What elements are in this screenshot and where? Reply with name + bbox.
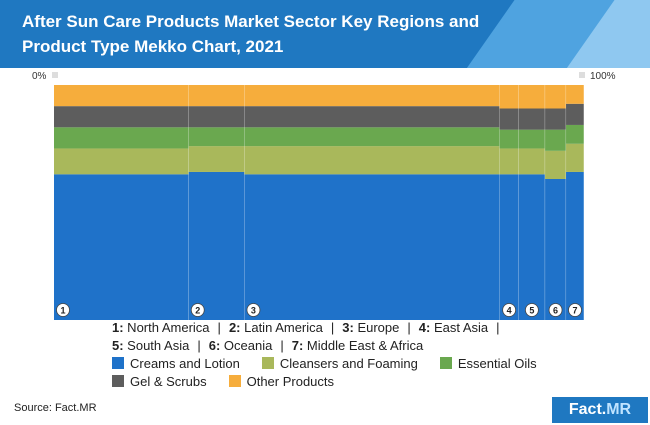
logo-text-fact: Fact. bbox=[568, 401, 607, 418]
category-badge-label-1: 1 bbox=[60, 306, 65, 316]
bar-segment-6-1 bbox=[545, 179, 567, 320]
axis-marker-end bbox=[579, 72, 585, 78]
bar-segment-1-5 bbox=[54, 85, 189, 107]
legend-item-2: Cleansers and Foaming bbox=[261, 356, 418, 371]
legend-label: Essential Oils bbox=[457, 356, 537, 371]
bar-segment-2-3 bbox=[188, 127, 245, 147]
bar-segment-5-5 bbox=[518, 85, 546, 109]
series-legend-line-1: Creams and Lotion Cleansers and Foaming Es… bbox=[112, 356, 559, 371]
bar-segment-3-1 bbox=[244, 174, 500, 320]
category-badge-label-4: 4 bbox=[507, 306, 512, 316]
region-key-id: 1: bbox=[112, 320, 124, 335]
legend-item-1: Creams and Lotion bbox=[112, 356, 240, 371]
legend-swatch bbox=[112, 357, 124, 369]
legend-label: Creams and Lotion bbox=[130, 356, 240, 371]
chart-title: After Sun Care Products Market Sector Ke… bbox=[22, 12, 480, 56]
category-badge-3 bbox=[246, 303, 261, 317]
category-badge-label-3: 3 bbox=[251, 306, 256, 316]
bar-segment-3-2 bbox=[244, 146, 500, 175]
region-key-id: 6: bbox=[208, 338, 221, 353]
factmr-logo: Fact.MR bbox=[552, 397, 648, 423]
region-key-id: 4: bbox=[418, 320, 431, 335]
bar-segment-5-1 bbox=[518, 174, 546, 320]
bar-segment-6-2 bbox=[545, 150, 567, 179]
axis-label-start: 0% bbox=[32, 71, 47, 82]
region-key-id: 7: bbox=[291, 338, 304, 353]
bar-segment-6-4 bbox=[545, 108, 567, 130]
legend-label: Gel & Scrubs bbox=[130, 374, 207, 389]
category-badge-4 bbox=[502, 303, 517, 317]
bar-segment-1-3 bbox=[54, 127, 189, 149]
bar-segment-2-5 bbox=[188, 85, 245, 107]
legend-swatch bbox=[261, 357, 274, 369]
series-legend-line-2: Gel & Scrubs Other Products bbox=[112, 374, 356, 389]
legend-item-4: Gel & Scrubs bbox=[112, 374, 207, 389]
bar-segment-7-1 bbox=[566, 171, 584, 320]
bar-segment-7-3 bbox=[566, 124, 584, 144]
axis-marker-start bbox=[52, 72, 58, 78]
legend-swatch bbox=[228, 375, 241, 387]
bar-segment-4-4 bbox=[499, 108, 519, 130]
bar-segment-5-4 bbox=[518, 108, 546, 130]
bar-segment-2-4 bbox=[188, 106, 245, 128]
region-key-name: Middle East & Africa bbox=[303, 338, 424, 353]
region-legend-line-1: 1: North America | 2: Latin America | 3: Eur… bbox=[112, 320, 508, 335]
bar-segment-5-2 bbox=[518, 148, 546, 175]
legend-label: Cleansers and Foaming bbox=[279, 356, 418, 371]
category-badge-label-6: 6 bbox=[553, 306, 558, 316]
bar-segment-1-2 bbox=[54, 148, 189, 175]
category-badge-7 bbox=[568, 303, 582, 317]
bar-segment-1-1 bbox=[54, 174, 189, 320]
bar-segment-7-4 bbox=[566, 103, 584, 125]
region-legend-line-2: 5: South Asia | 6: Oceania | 7: Middle East … bbox=[112, 338, 423, 353]
bar-segment-4-2 bbox=[499, 148, 519, 175]
category-badge-6 bbox=[548, 303, 563, 317]
region-key-id: 3: bbox=[342, 320, 354, 335]
category-badge-label-7: 7 bbox=[573, 306, 578, 316]
bar-segment-3-3 bbox=[244, 127, 500, 147]
bar-segment-1-4 bbox=[54, 106, 189, 128]
bar-segment-4-3 bbox=[499, 129, 519, 149]
header-banner: After Sun Care Products Market Sector Ke… bbox=[0, 0, 650, 68]
bar-segment-2-2 bbox=[188, 146, 245, 172]
region-key-name: South Asia bbox=[123, 338, 190, 353]
region-separator: | bbox=[407, 320, 411, 335]
logo-text-mr: MR bbox=[606, 401, 632, 418]
region-separator: | bbox=[330, 320, 335, 335]
legend-swatch bbox=[112, 375, 124, 387]
bar-segment-2-1 bbox=[188, 171, 245, 320]
bar-segment-4-5 bbox=[499, 85, 519, 109]
bar-segment-7-2 bbox=[566, 143, 584, 172]
region-separator: | bbox=[496, 320, 500, 335]
legend-item-3: Essential Oils bbox=[439, 356, 537, 371]
category-badge-5 bbox=[524, 303, 539, 317]
bar-segment-3-4 bbox=[244, 106, 500, 128]
bar-segment-4-1 bbox=[499, 174, 519, 320]
legend-swatch bbox=[439, 357, 452, 369]
region-separator: | bbox=[217, 320, 221, 335]
category-badge-2 bbox=[190, 303, 205, 317]
source-note: Source: Fact.MR bbox=[14, 402, 97, 414]
bar-segment-5-3 bbox=[518, 129, 546, 149]
axis-label-end: 100% bbox=[590, 71, 616, 82]
region-separator: | bbox=[197, 338, 201, 353]
region-key-name: North America bbox=[123, 320, 210, 335]
category-badge-label-2: 2 bbox=[195, 306, 200, 316]
category-badge-label-5: 5 bbox=[529, 306, 534, 316]
category-badge-1 bbox=[56, 303, 70, 317]
bar-segment-6-3 bbox=[545, 129, 567, 151]
bar-segment-3-5 bbox=[244, 85, 500, 107]
bar-segment-6-5 bbox=[545, 85, 567, 109]
region-key-name: Oceania bbox=[220, 338, 273, 353]
region-key-name: Latin America bbox=[240, 320, 323, 335]
bar-segment-7-5 bbox=[566, 85, 584, 104]
region-key-id: 5: bbox=[112, 338, 124, 353]
legend-label: Other Products bbox=[246, 374, 335, 389]
region-key-name: Europe bbox=[353, 320, 400, 335]
region-key-name: East Asia bbox=[430, 320, 489, 335]
legend-item-5: Other Products bbox=[228, 374, 335, 389]
region-separator: | bbox=[280, 338, 284, 353]
region-key-id: 2: bbox=[228, 320, 241, 335]
